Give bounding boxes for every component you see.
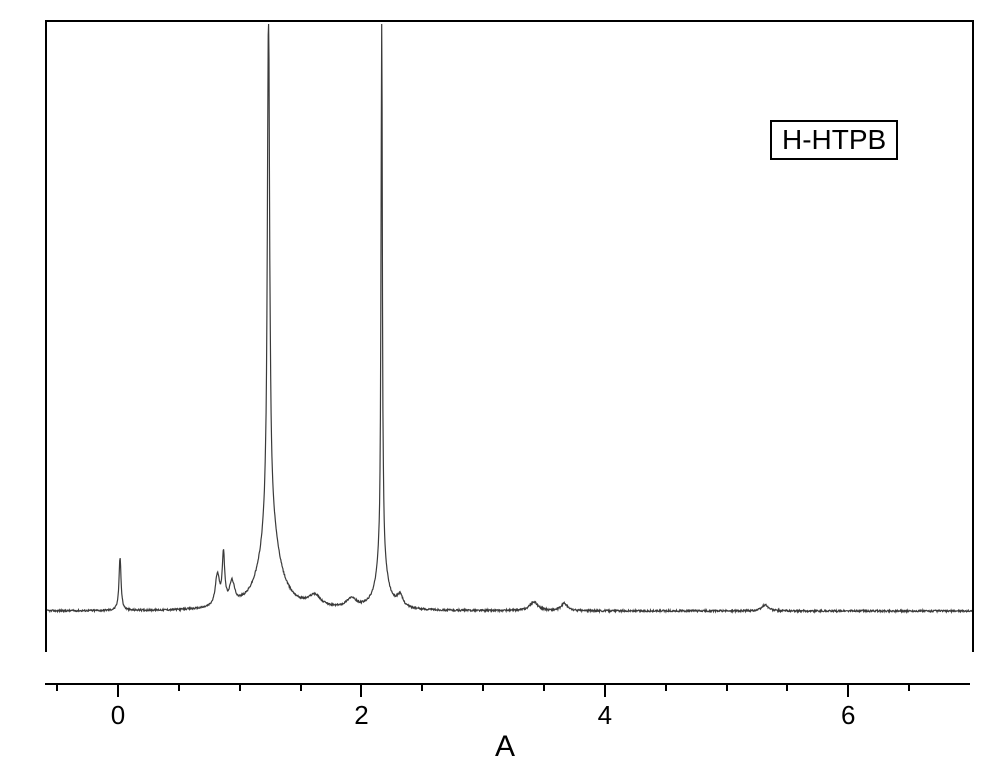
x-axis-line xyxy=(45,683,970,685)
x-minor-tick xyxy=(421,683,423,691)
x-major-tick xyxy=(360,683,362,697)
x-tick-label: 6 xyxy=(841,700,855,731)
x-tick-label: 0 xyxy=(111,700,125,731)
nmr-spectrum-line xyxy=(47,22,972,652)
x-minor-tick xyxy=(908,683,910,691)
x-axis-label: A xyxy=(495,730,515,764)
spectrum-trace xyxy=(47,24,972,612)
x-minor-tick xyxy=(482,683,484,691)
x-tick-label: 4 xyxy=(598,700,612,731)
x-minor-tick xyxy=(726,683,728,691)
plot-area xyxy=(45,20,974,652)
x-minor-tick xyxy=(239,683,241,691)
x-major-tick xyxy=(117,683,119,697)
x-minor-tick xyxy=(56,683,58,691)
x-minor-tick xyxy=(786,683,788,691)
x-tick-label: 2 xyxy=(354,700,368,731)
x-minor-tick xyxy=(300,683,302,691)
legend-text: H-HTPB xyxy=(782,124,886,155)
x-minor-tick xyxy=(543,683,545,691)
x-major-tick xyxy=(847,683,849,697)
figure-canvas: H-HTPB 0 2 4 6 A xyxy=(0,0,1000,769)
x-major-tick xyxy=(604,683,606,697)
x-minor-tick xyxy=(665,683,667,691)
x-minor-tick xyxy=(178,683,180,691)
legend-box: H-HTPB xyxy=(770,120,898,160)
